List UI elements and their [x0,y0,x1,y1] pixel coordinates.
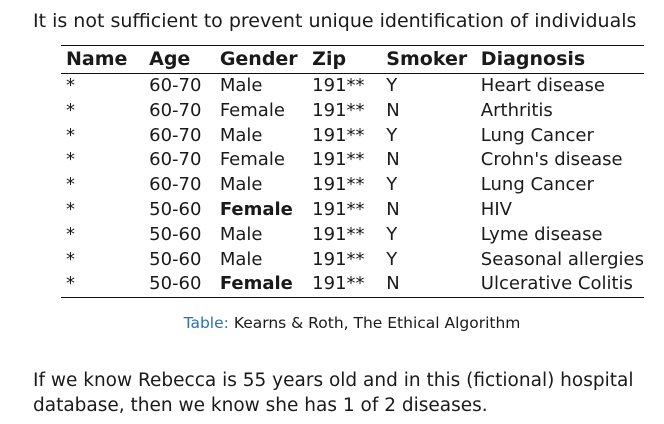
table-header-row: Name Age Gender Zip Smoker Diagnosis [61,45,644,74]
cell-zip: 191** [312,99,365,121]
table-caption: Table: Kearns & Roth, The Ethical Algori… [0,314,664,332]
table-row: * 50-60 Female 191** N HIV [61,198,644,223]
cell-smoker: Y [386,223,398,245]
cell-gender: Male [219,174,263,196]
patient-table: Name Age Gender Zip Smoker Diagnosis * 60… [61,45,644,298]
cell-age: 50-60 [149,198,202,220]
column-header-diagnosis: Diagnosis [480,48,586,71]
column-header-gender: Gender [219,48,298,71]
cell-smoker: N [386,149,400,171]
cell-diagnosis: Heart disease [480,75,605,96]
cell-name: * [66,174,75,196]
cell-smoker: Y [386,174,398,196]
cell-name: * [66,223,75,245]
column-header-zip: Zip [312,48,347,71]
table-row: * 60-70 Male 191** Y Lung Cancer [61,173,644,198]
cell-age: 50-60 [149,273,202,295]
cell-smoker: Y [386,248,398,270]
cell-age: 60-70 [149,149,202,171]
cell-smoker: N [386,198,400,220]
cell-zip: 191** [312,248,365,270]
cell-gender: Female [219,99,285,121]
cell-gender: Female [219,273,293,295]
caption-text: Kearns & Roth, The Ethical Algorithm [233,314,521,332]
table-row: * 60-70 Female 191** N Crohn's disease [61,148,644,173]
cell-zip: 191** [312,149,365,171]
cell-diagnosis: Arthritis [480,99,553,121]
cell-zip: 191** [312,174,365,196]
caption-label: Table: [183,314,229,332]
slide-heading: It is not sufficient to prevent unique i… [33,10,637,32]
column-header-smoker: Smoker [386,48,468,71]
cell-age: 60-70 [149,99,202,121]
cell-name: * [66,75,75,96]
column-header-age: Age [149,48,191,71]
cell-name: * [66,149,75,171]
cell-zip: 191** [312,198,365,220]
table-row: * 60-70 Female 191** N Arthritis [61,99,644,124]
cell-age: 50-60 [149,223,202,245]
cell-gender: Male [219,223,263,245]
cell-diagnosis: Ulcerative Colitis [480,273,633,295]
cell-age: 60-70 [149,124,202,146]
cell-zip: 191** [312,124,365,146]
cell-gender: Male [219,248,263,270]
cell-zip: 191** [312,75,365,96]
cell-smoker: N [386,273,400,295]
cell-age: 60-70 [149,75,202,96]
cell-smoker: N [386,99,400,121]
cell-zip: 191** [312,223,365,245]
cell-smoker: Y [386,124,398,146]
cell-gender: Male [219,75,263,96]
table-row: * 60-70 Male 191** Y Lung Cancer [61,124,644,149]
cell-diagnosis: Crohn's disease [480,149,623,171]
cell-diagnosis: Seasonal allergies [480,248,644,270]
cell-diagnosis: Lung Cancer [480,174,594,196]
footer-paragraph: If we know Rebecca is 55 years old and i… [33,370,634,416]
cell-gender: Female [219,149,285,171]
cell-diagnosis: HIV [480,198,512,220]
table-row: * 60-70 Male 191** Y Heart disease [61,74,644,99]
cell-name: * [66,99,75,121]
cell-age: 60-70 [149,174,202,196]
cell-diagnosis: Lyme disease [480,223,603,245]
cell-smoker: Y [386,75,398,96]
cell-name: * [66,124,75,146]
table-row: * 50-60 Female 191** N Ulcerative Colitis [61,272,644,298]
cell-name: * [66,248,75,270]
cell-age: 50-60 [149,248,202,270]
cell-name: * [66,273,75,295]
cell-gender: Female [219,198,293,220]
cell-name: * [66,198,75,220]
table-body: * 60-70 Male 191** Y Heart disease * 60-70 Femal… [61,74,644,298]
cell-gender: Male [219,124,263,146]
table-row: * 50-60 Male 191** Y Seasonal allergies [61,248,644,273]
table-row: * 50-60 Male 191** Y Lyme disease [61,223,644,248]
column-header-name: Name [66,48,128,71]
cell-diagnosis: Lung Cancer [480,124,594,146]
cell-zip: 191** [312,273,365,295]
